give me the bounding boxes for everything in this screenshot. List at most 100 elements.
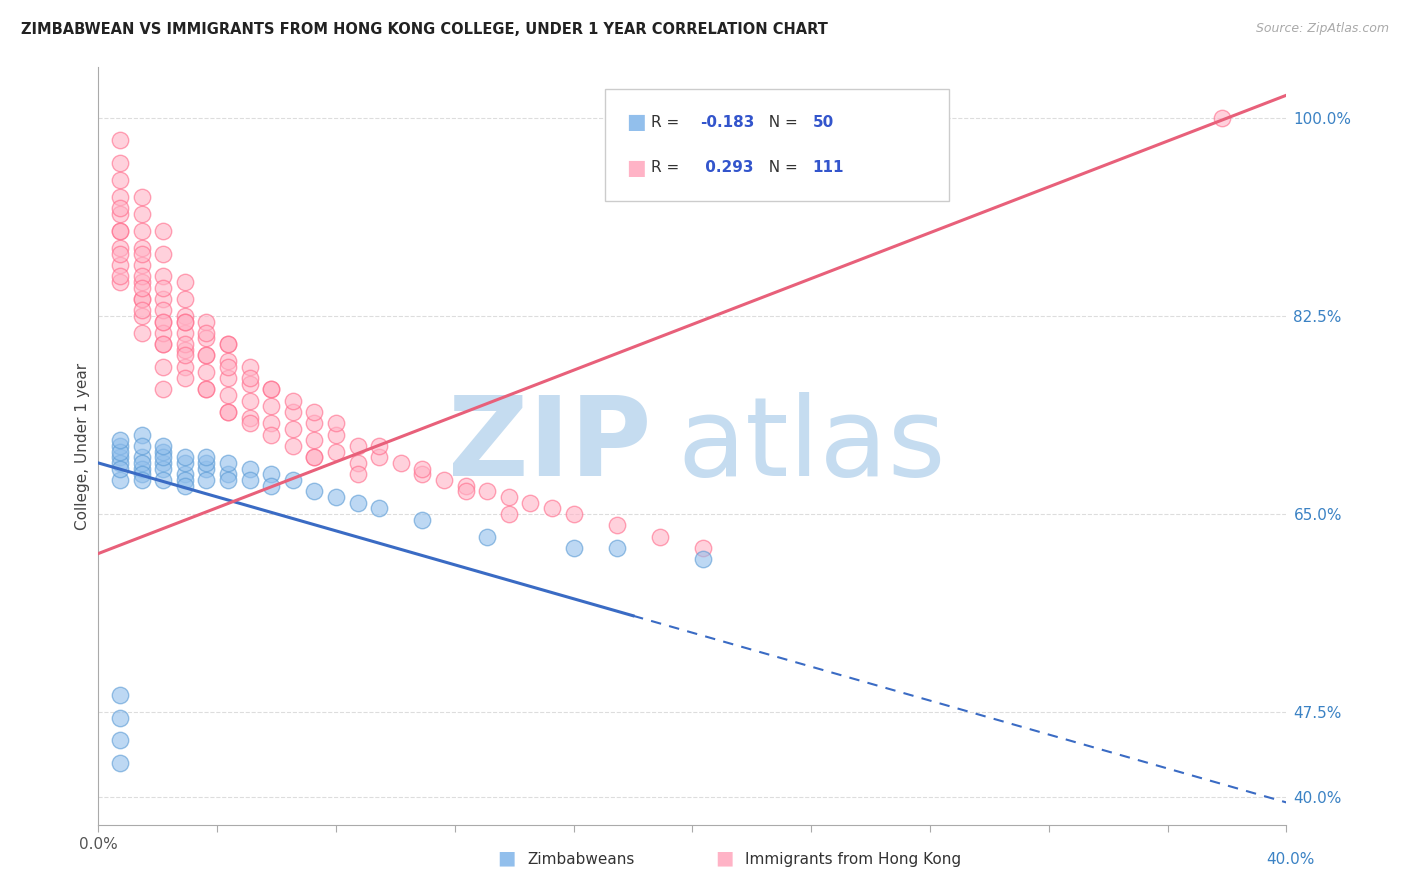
Point	[477, 484, 499, 499]
Point	[152, 303, 174, 318]
Point	[131, 241, 153, 255]
Point	[239, 417, 262, 431]
Point	[131, 461, 153, 475]
Point	[173, 371, 195, 385]
Point	[152, 337, 174, 351]
Point	[195, 366, 218, 380]
Point	[368, 501, 391, 516]
Point	[325, 427, 347, 442]
Text: ZIMBABWEAN VS IMMIGRANTS FROM HONG KONG COLLEGE, UNDER 1 YEAR CORRELATION CHART: ZIMBABWEAN VS IMMIGRANTS FROM HONG KONG …	[21, 22, 828, 37]
Point	[108, 439, 131, 453]
Point	[519, 495, 541, 509]
Point	[131, 207, 153, 221]
Point	[195, 461, 218, 475]
Point	[217, 337, 239, 351]
Point	[173, 456, 195, 470]
Point	[108, 688, 131, 702]
Point	[454, 478, 477, 492]
Point	[217, 388, 239, 402]
Point	[108, 207, 131, 221]
Point	[304, 484, 326, 499]
Point	[108, 258, 131, 272]
Text: 40.0%: 40.0%	[1267, 852, 1315, 867]
Point	[108, 173, 131, 187]
Point	[346, 495, 368, 509]
Point	[195, 383, 218, 397]
Text: ■: ■	[714, 848, 734, 867]
Point	[411, 467, 433, 482]
Point	[108, 275, 131, 289]
Point	[173, 314, 195, 328]
Point	[152, 473, 174, 487]
Point	[195, 456, 218, 470]
Point	[389, 456, 412, 470]
Point	[131, 275, 153, 289]
Point	[108, 224, 131, 238]
Point	[260, 400, 283, 414]
Point	[173, 314, 195, 328]
Point	[131, 456, 153, 470]
Point	[108, 190, 131, 204]
Point	[131, 303, 153, 318]
Point	[131, 292, 153, 306]
Point	[346, 439, 368, 453]
Point	[108, 710, 131, 724]
Point	[195, 450, 218, 465]
Point	[173, 275, 195, 289]
Point	[173, 450, 195, 465]
Point	[173, 467, 195, 482]
Point	[131, 292, 153, 306]
Point	[541, 501, 564, 516]
Point	[108, 241, 131, 255]
Point	[239, 410, 262, 425]
Point	[195, 383, 218, 397]
Point	[217, 473, 239, 487]
Point	[152, 450, 174, 465]
Point	[108, 756, 131, 770]
Point	[325, 444, 347, 458]
Point	[108, 434, 131, 448]
Text: ■: ■	[496, 848, 516, 867]
Point	[454, 484, 477, 499]
Point	[239, 371, 262, 385]
Point	[304, 450, 326, 465]
Text: R =: R =	[651, 115, 685, 130]
Point	[606, 541, 628, 555]
Point	[195, 349, 218, 363]
Point	[108, 202, 131, 216]
Point	[131, 439, 153, 453]
Point	[108, 444, 131, 458]
Point	[217, 359, 239, 374]
Point	[281, 422, 304, 436]
Point	[648, 529, 671, 543]
Point	[152, 314, 174, 328]
Point	[173, 478, 195, 492]
Point	[108, 733, 131, 747]
Point	[217, 405, 239, 419]
Point	[152, 280, 174, 294]
Point	[281, 405, 304, 419]
Point	[131, 467, 153, 482]
Point	[325, 490, 347, 504]
Point	[195, 326, 218, 340]
Point	[562, 541, 585, 555]
Point	[304, 450, 326, 465]
Text: Source: ZipAtlas.com: Source: ZipAtlas.com	[1256, 22, 1389, 36]
Point	[131, 427, 153, 442]
Point	[108, 246, 131, 260]
Point	[368, 450, 391, 465]
Point	[152, 456, 174, 470]
Point	[108, 450, 131, 465]
Text: ZIP: ZIP	[449, 392, 651, 500]
Point	[606, 518, 628, 533]
Point	[195, 314, 218, 328]
Point	[173, 349, 195, 363]
Point	[131, 269, 153, 284]
Text: ■: ■	[626, 112, 645, 132]
Point	[108, 133, 131, 147]
Point	[152, 439, 174, 453]
Point	[195, 349, 218, 363]
Text: 111: 111	[813, 160, 844, 175]
Point	[173, 292, 195, 306]
Point	[152, 224, 174, 238]
